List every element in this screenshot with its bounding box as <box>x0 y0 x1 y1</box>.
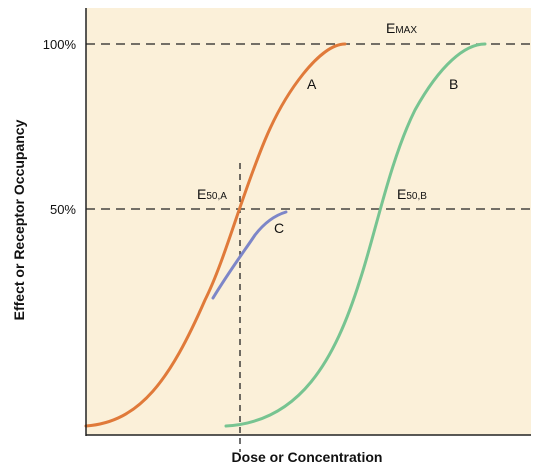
series-c-label: C <box>274 220 284 236</box>
series-a-line <box>84 42 347 428</box>
emax-annotation: EMAX <box>386 20 417 36</box>
e50a-sub: 50,A <box>206 191 227 202</box>
emax-sub: MAX <box>395 25 417 36</box>
e50b-sub: 50,B <box>406 191 427 202</box>
y-tick-label-100: 100% <box>43 37 77 52</box>
series-c-line <box>211 210 288 300</box>
e50a-annotation: E50,A <box>197 186 227 202</box>
e50b-annotation: E50,B <box>397 186 427 202</box>
y-tick-label-50: 50% <box>50 202 76 217</box>
e50a-main: E <box>197 186 206 202</box>
series-b-line <box>224 42 487 428</box>
emax-main: E <box>386 20 395 36</box>
series-b-label: B <box>449 76 458 92</box>
y-axis-label: Effect or Receptor Occupancy <box>11 119 27 320</box>
x-axis-label: Dose or Concentration <box>232 449 383 465</box>
plot-background <box>86 8 531 435</box>
e50b-main: E <box>397 186 406 202</box>
series-a-label: A <box>307 76 317 92</box>
